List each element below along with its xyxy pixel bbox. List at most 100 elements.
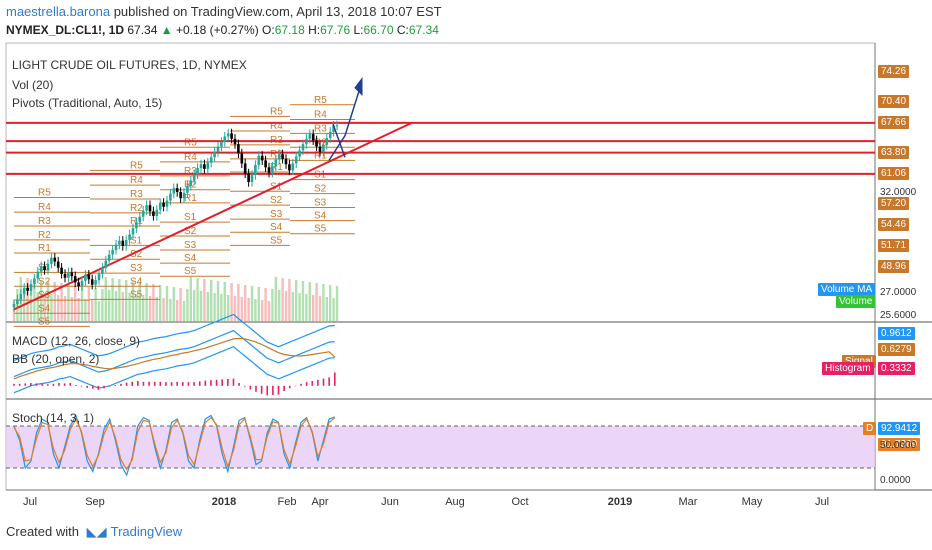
macd-histogram-bar	[30, 383, 32, 386]
volume-bar	[165, 286, 169, 321]
macd-histogram-bar	[283, 385, 285, 391]
chart-title-legend[interactable]: LIGHT CRUDE OIL FUTURES, 1D, NYMEX	[12, 58, 247, 72]
pivot-label: R1	[314, 150, 327, 161]
volume-legend[interactable]: Vol (20)	[12, 78, 54, 92]
volume-bar	[182, 301, 186, 321]
candle-body	[56, 261, 60, 268]
macd-line	[13, 329, 335, 378]
volume-bar	[60, 283, 63, 321]
low-label: L:	[353, 23, 364, 37]
candle-body	[29, 283, 33, 291]
candle-body	[288, 164, 291, 171]
volume-bar	[179, 288, 182, 321]
candle-body	[305, 138, 308, 145]
pivot-label: R3	[184, 166, 197, 177]
volume-bar	[74, 285, 77, 321]
candle-body	[114, 244, 118, 250]
x-axis-tick-label: Jul	[815, 496, 829, 508]
volume-bar	[148, 296, 152, 321]
candle-body	[155, 209, 159, 216]
volume-bar	[162, 298, 165, 321]
macd-histogram-bar	[114, 385, 117, 386]
price-level-tag: 51.71	[878, 239, 910, 253]
volume-bar	[196, 278, 199, 321]
volume-bar	[281, 278, 284, 321]
volume-bar	[227, 295, 230, 321]
pivot-label: R1	[270, 162, 283, 173]
bb-legend[interactable]: BB (20, open, 2)	[12, 352, 100, 366]
stoch-d-tag: D	[863, 422, 877, 435]
candle-body	[335, 125, 339, 127]
candle-body	[250, 175, 254, 182]
x-axis-tick-label: Sep	[85, 496, 105, 508]
volume-bar	[176, 300, 179, 321]
symbol-line: NYMEX_DL:CL1!, 1D 67.34 ▲ +0.18 (+0.27%)…	[6, 23, 439, 37]
pivot-label: S5	[184, 266, 197, 277]
candle-body	[124, 239, 128, 247]
pivot-label: R2	[38, 230, 51, 241]
macd-histogram-bar	[142, 381, 145, 386]
candle-body	[230, 133, 233, 139]
forecast-arrow-head-icon	[354, 77, 363, 96]
publish-line: maestrella.barona published on TradingVi…	[6, 4, 442, 19]
volume-bar	[308, 282, 311, 321]
up-arrow-icon: ▲	[160, 23, 173, 37]
volume-bar	[80, 286, 84, 321]
tradingview-brand-link[interactable]: TradingView	[110, 524, 183, 539]
pivots-legend[interactable]: Pivots (Traditional, Auto, 15)	[12, 96, 163, 110]
candle-body	[138, 216, 142, 223]
open-value: 67.18	[274, 23, 305, 37]
pivot-label: S1	[314, 170, 327, 181]
price-axis-tick: 27.0000	[880, 286, 917, 298]
open-label: O:	[262, 23, 275, 37]
candle-body	[22, 287, 26, 294]
candle-body	[226, 133, 230, 137]
high-value: 67.76	[320, 23, 351, 37]
symbol-name[interactable]: NYMEX_DL:CL1!, 1D	[6, 23, 125, 37]
candle-body	[43, 266, 46, 271]
candle-body	[264, 160, 267, 168]
pivot-label: R5	[130, 160, 143, 171]
volume-bar	[247, 298, 250, 321]
candle-body	[199, 164, 203, 169]
volume-bar	[159, 285, 162, 321]
x-axis-tick-label: Jun	[381, 496, 399, 508]
macd-histogram-bar	[322, 378, 325, 386]
volume-bar	[274, 277, 277, 321]
volume-bar	[169, 299, 172, 321]
macd-histogram-bar	[288, 385, 291, 389]
volume-bar	[315, 283, 318, 321]
candle-body	[97, 273, 101, 281]
macd-legend[interactable]: MACD (12, 26, close, 9)	[12, 334, 141, 348]
x-axis-tick-label: Jul	[23, 496, 37, 508]
volume-bar	[284, 291, 288, 321]
x-axis-tick-label: Mar	[679, 496, 698, 508]
macd-histogram-bar	[249, 385, 252, 390]
price-level-tag: 61.06	[878, 166, 910, 180]
pivot-label: R5	[314, 95, 327, 106]
author-link[interactable]: maestrella.barona	[6, 4, 111, 19]
pivot-label: R2	[130, 203, 143, 214]
volume-bar	[237, 284, 240, 321]
macd-histogram-bar	[255, 385, 257, 392]
stoch-legend[interactable]: Stoch (14, 3, 1)	[12, 411, 95, 425]
pivot-label: S4	[184, 253, 197, 264]
signal-value-tag: 0.6279	[878, 343, 915, 356]
candle-body	[240, 153, 244, 164]
pivot-label: S3	[314, 197, 327, 208]
macd-histogram-bar	[317, 379, 319, 386]
macd-histogram-bar	[159, 381, 162, 386]
pivot-label: R3	[314, 123, 327, 134]
volume-bar	[257, 287, 260, 321]
pivot-label: R4	[38, 202, 51, 213]
volume-bar	[264, 288, 267, 321]
volume-bar	[29, 291, 33, 321]
volume-ma-tag: Volume MA	[818, 283, 876, 296]
pivot-label: R4	[184, 152, 197, 163]
volume-bar	[312, 295, 315, 321]
candle-body	[233, 138, 237, 145]
volume-bar	[84, 299, 87, 321]
candle-body	[73, 276, 77, 283]
volume-bar	[233, 296, 237, 321]
